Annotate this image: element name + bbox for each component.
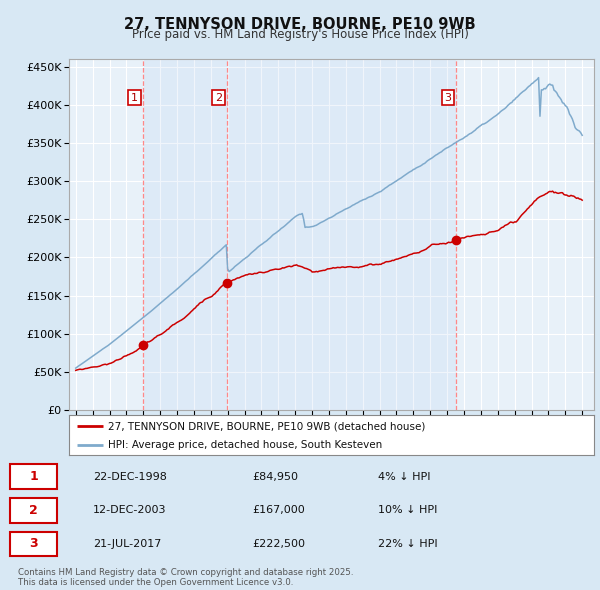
Text: 21-JUL-2017: 21-JUL-2017 <box>93 539 161 549</box>
Text: £84,950: £84,950 <box>252 472 298 481</box>
Text: 1: 1 <box>29 470 38 483</box>
Text: 22-DEC-1998: 22-DEC-1998 <box>93 472 167 481</box>
Text: 27, TENNYSON DRIVE, BOURNE, PE10 9WB (detached house): 27, TENNYSON DRIVE, BOURNE, PE10 9WB (de… <box>109 421 426 431</box>
Text: 12-DEC-2003: 12-DEC-2003 <box>93 506 167 515</box>
Text: Contains HM Land Registry data © Crown copyright and database right 2025.
This d: Contains HM Land Registry data © Crown c… <box>18 568 353 587</box>
Text: 1: 1 <box>131 93 138 103</box>
Text: 22% ↓ HPI: 22% ↓ HPI <box>378 539 437 549</box>
Text: 27, TENNYSON DRIVE, BOURNE, PE10 9WB: 27, TENNYSON DRIVE, BOURNE, PE10 9WB <box>124 17 476 31</box>
Bar <box>227 59 457 410</box>
Text: 4% ↓ HPI: 4% ↓ HPI <box>378 472 431 481</box>
Text: Price paid vs. HM Land Registry's House Price Index (HPI): Price paid vs. HM Land Registry's House … <box>131 28 469 41</box>
Text: 3: 3 <box>445 93 451 103</box>
Bar <box>143 59 227 410</box>
Text: HPI: Average price, detached house, South Kesteven: HPI: Average price, detached house, Sout… <box>109 441 383 450</box>
Text: £167,000: £167,000 <box>252 506 305 515</box>
Text: 2: 2 <box>29 504 38 517</box>
Text: 2: 2 <box>215 93 222 103</box>
FancyBboxPatch shape <box>10 498 57 523</box>
FancyBboxPatch shape <box>10 532 57 556</box>
Text: £222,500: £222,500 <box>252 539 305 549</box>
FancyBboxPatch shape <box>10 464 57 489</box>
Text: 10% ↓ HPI: 10% ↓ HPI <box>378 506 437 515</box>
Text: 3: 3 <box>29 537 38 550</box>
